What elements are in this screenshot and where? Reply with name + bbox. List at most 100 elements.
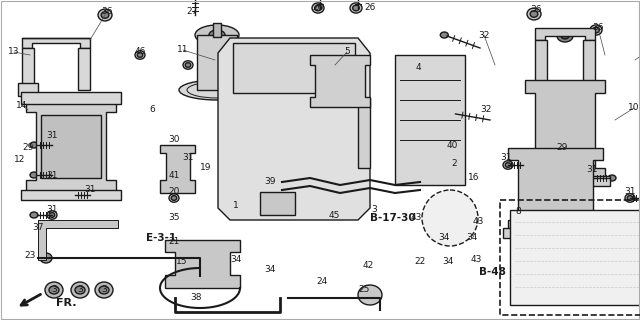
- Text: 29: 29: [556, 143, 568, 153]
- Text: 24: 24: [316, 277, 328, 286]
- Ellipse shape: [593, 27, 599, 33]
- Ellipse shape: [561, 33, 569, 39]
- Bar: [520, 176, 610, 186]
- Text: 2: 2: [451, 158, 457, 167]
- Ellipse shape: [209, 30, 225, 40]
- Polygon shape: [535, 28, 595, 40]
- Ellipse shape: [625, 194, 635, 202]
- Text: 43: 43: [472, 218, 484, 227]
- Ellipse shape: [590, 25, 602, 35]
- Polygon shape: [583, 40, 595, 83]
- Text: 34: 34: [230, 255, 242, 265]
- Ellipse shape: [49, 286, 59, 294]
- Text: 8: 8: [515, 207, 521, 217]
- Text: 11: 11: [177, 45, 189, 54]
- Ellipse shape: [135, 51, 145, 59]
- Ellipse shape: [315, 5, 321, 11]
- Ellipse shape: [503, 161, 513, 169]
- Bar: [21, 190, 121, 200]
- Ellipse shape: [449, 110, 456, 116]
- Ellipse shape: [440, 209, 460, 227]
- Text: 31: 31: [586, 165, 598, 174]
- Ellipse shape: [557, 30, 573, 42]
- Ellipse shape: [49, 143, 55, 147]
- Ellipse shape: [186, 265, 198, 275]
- Circle shape: [422, 190, 478, 246]
- Text: 23: 23: [24, 251, 36, 260]
- Text: 1: 1: [233, 201, 239, 210]
- Ellipse shape: [547, 106, 583, 150]
- Text: B-17-30: B-17-30: [370, 213, 416, 223]
- Polygon shape: [525, 80, 605, 180]
- Bar: [358, 98, 370, 168]
- Bar: [21, 92, 121, 104]
- Ellipse shape: [328, 67, 352, 95]
- Text: 13: 13: [8, 47, 20, 57]
- Text: 27: 27: [186, 7, 198, 17]
- Ellipse shape: [448, 171, 458, 179]
- Ellipse shape: [169, 148, 179, 156]
- Text: 31: 31: [182, 154, 194, 163]
- Ellipse shape: [26, 191, 36, 199]
- Polygon shape: [22, 38, 90, 48]
- Ellipse shape: [350, 3, 362, 13]
- Text: 31: 31: [46, 171, 58, 180]
- Ellipse shape: [172, 150, 177, 154]
- Bar: [500, 200, 640, 315]
- Ellipse shape: [531, 162, 581, 218]
- Text: 21: 21: [168, 237, 180, 246]
- Ellipse shape: [627, 196, 633, 200]
- Ellipse shape: [328, 134, 348, 162]
- Polygon shape: [165, 240, 240, 288]
- Ellipse shape: [440, 32, 448, 38]
- Text: 36: 36: [101, 7, 113, 17]
- Polygon shape: [18, 83, 38, 96]
- Polygon shape: [218, 38, 370, 220]
- Polygon shape: [310, 55, 370, 107]
- Ellipse shape: [560, 177, 570, 185]
- Text: 31: 31: [84, 186, 96, 195]
- Text: 22: 22: [414, 258, 426, 267]
- Text: 45: 45: [328, 211, 340, 220]
- Ellipse shape: [66, 191, 76, 199]
- Text: 12: 12: [14, 156, 26, 164]
- Ellipse shape: [68, 192, 76, 198]
- Ellipse shape: [99, 286, 109, 294]
- Ellipse shape: [328, 146, 368, 190]
- Text: 6: 6: [149, 106, 155, 115]
- Text: 31: 31: [624, 188, 636, 196]
- Ellipse shape: [40, 253, 52, 263]
- Ellipse shape: [185, 63, 191, 67]
- Ellipse shape: [75, 286, 85, 294]
- Text: 35: 35: [168, 213, 180, 222]
- Ellipse shape: [280, 126, 316, 170]
- Ellipse shape: [49, 213, 55, 217]
- Ellipse shape: [312, 3, 324, 13]
- Ellipse shape: [608, 175, 616, 181]
- Ellipse shape: [320, 126, 356, 170]
- Ellipse shape: [525, 177, 535, 185]
- Text: 32: 32: [480, 106, 492, 115]
- Text: 30: 30: [168, 135, 180, 145]
- Ellipse shape: [402, 171, 412, 179]
- Ellipse shape: [266, 194, 290, 214]
- Text: 31: 31: [46, 205, 58, 214]
- Text: 34: 34: [264, 266, 276, 275]
- Ellipse shape: [47, 211, 57, 219]
- Ellipse shape: [522, 162, 530, 168]
- Text: 43: 43: [410, 213, 422, 222]
- Bar: [213, 23, 221, 37]
- Polygon shape: [535, 40, 547, 83]
- Ellipse shape: [240, 126, 276, 170]
- Ellipse shape: [336, 154, 360, 182]
- Ellipse shape: [589, 174, 599, 182]
- Text: 19: 19: [200, 164, 212, 172]
- Ellipse shape: [540, 172, 572, 208]
- Text: 20: 20: [168, 188, 180, 196]
- Polygon shape: [508, 148, 603, 232]
- Polygon shape: [22, 48, 34, 86]
- Ellipse shape: [402, 61, 412, 69]
- Text: 14: 14: [16, 100, 28, 109]
- Ellipse shape: [47, 141, 57, 149]
- Polygon shape: [197, 35, 237, 90]
